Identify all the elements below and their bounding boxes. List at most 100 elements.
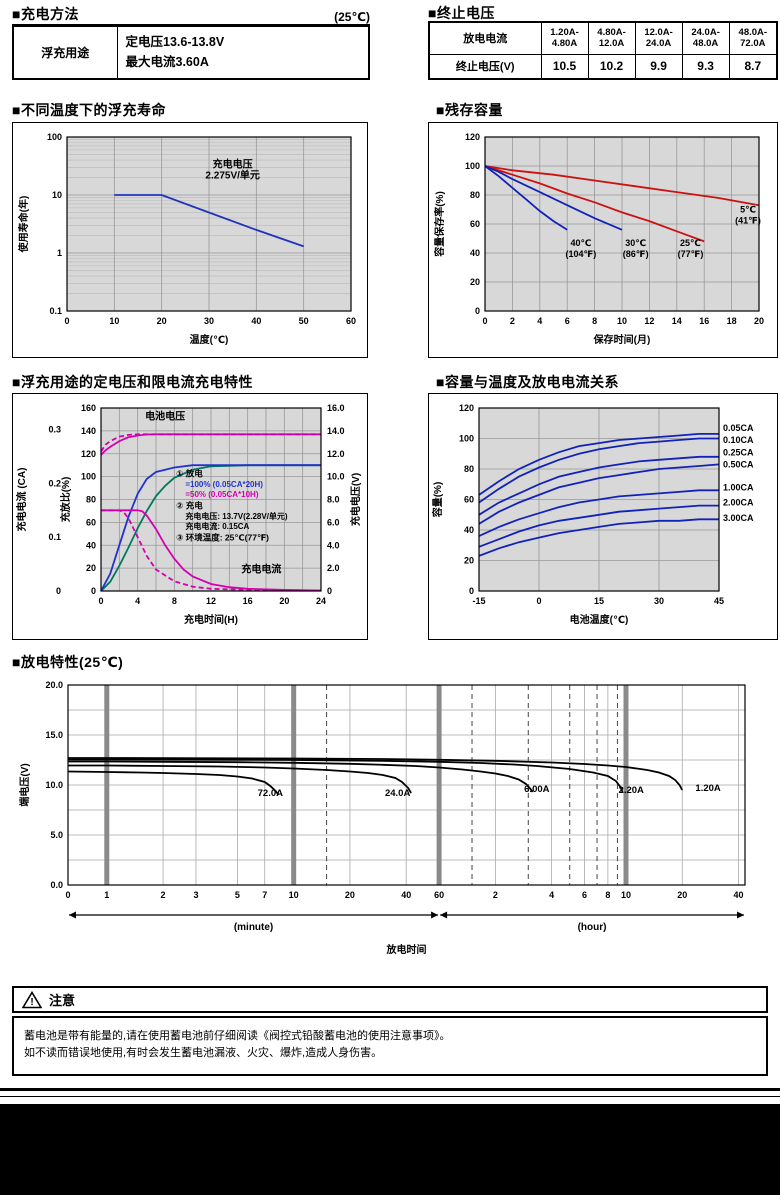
svg-text:6: 6 [582,890,587,900]
svg-text:2: 2 [510,316,515,326]
warning-icon: ! [22,990,42,1008]
svg-text:4: 4 [537,316,542,326]
svg-text:120: 120 [459,403,474,413]
svg-text:10.0: 10.0 [45,780,63,790]
caution-text-box: 蓄电池是带有能量的,请在使用蓄电池前仔细阅读《阀控式铅酸蓄电池的使用注意事项》。… [12,1016,768,1076]
discharge-title: ■放电特性(25℃) [12,654,124,670]
svg-text:100: 100 [459,434,474,444]
cutoff-voltage-header: 终止电压(V) [428,53,542,80]
svg-text:16: 16 [699,316,709,326]
svg-text:2.0: 2.0 [327,563,340,573]
caution-header: ! 注意 [12,986,768,1013]
charging-method-temp-note: (25℃) [334,10,370,24]
svg-text:140: 140 [81,426,96,436]
svg-text:充电电压: 13.7V(2.28V/单元): 充电电压: 13.7V(2.28V/单元) [185,511,288,521]
svg-text:0.05CA: 0.05CA [723,423,754,433]
svg-text:端电压(V): 端电压(V) [18,763,31,806]
svg-text:80: 80 [470,190,480,200]
svg-text:3: 3 [193,890,198,900]
svg-text:20: 20 [464,556,474,566]
svg-text:充电时间(H): 充电时间(H) [184,613,238,626]
svg-text:6.00A: 6.00A [524,784,549,795]
cutoff-current-range: 48.0A- 72.0A [728,21,778,55]
svg-text:100: 100 [81,472,96,482]
svg-text:18: 18 [727,316,737,326]
charging-method-row: 浮充用途 定电压13.6-13.8V 最大电流3.60A [12,24,370,80]
svg-text:保存时间(月): 保存时间(月) [593,333,651,346]
svg-text:100: 100 [465,161,480,171]
svg-text:120: 120 [465,132,480,142]
svg-text:25℃: 25℃ [680,238,701,248]
svg-text:充电电流: 0.15CA: 充电电流: 0.15CA [185,521,249,531]
svg-text:160: 160 [81,403,96,413]
svg-text:20: 20 [157,316,167,326]
svg-text:20: 20 [279,596,289,606]
svg-text:20: 20 [754,316,764,326]
caution-title: 注意 [49,993,76,1008]
svg-text:② 充电: ② 充电 [176,501,203,511]
svg-text:30: 30 [654,596,664,606]
svg-text:20: 20 [677,890,687,900]
discharge-chart: 0 1 2 3 5 7 10 20 40 60 2 4 6 8 10 20 40 0.0 5.0 10.0 15.0 20… [18,680,746,956]
float-life-chart: 0 10 20 30 40 50 60 0.1 1 10 100 温度(℃) 使用寿命(年) 充电电压2.… [17,132,356,346]
capacity-temperature-title: ■容量与温度及放电电流关系 [436,374,619,390]
svg-text:0.2: 0.2 [48,478,61,488]
svg-text:0.1: 0.1 [48,532,61,542]
charging-method-table: 浮充用途 定电压13.6-13.8V 最大电流3.60A [12,24,370,80]
svg-text:充放比(%): 充放比(%) [59,477,72,523]
svg-text:10: 10 [621,890,631,900]
charging-method-title: ■充电方法 [12,6,79,22]
svg-text:14.0: 14.0 [327,426,345,436]
cutoff-voltage-row: 终止电压(V) 10.5 10.2 9.9 9.3 8.7 [428,53,778,80]
charge-characteristics-title: ■浮充用途的定电压和限电流充电特性 [12,374,253,390]
svg-text:40: 40 [251,316,261,326]
svg-text:60: 60 [86,517,96,527]
svg-text:50: 50 [299,316,309,326]
svg-text:40: 40 [86,540,96,550]
svg-text:!: ! [30,997,33,1008]
svg-text:80: 80 [86,495,96,505]
svg-text:0: 0 [475,306,480,316]
svg-text:6: 6 [565,316,570,326]
cutoff-current-range: 12.0A- 24.0A [634,21,683,55]
bottom-rule-thick [0,1088,780,1091]
cutoff-current-range: 4.80A- 12.0A [587,21,636,55]
svg-text:1.20A: 1.20A [695,783,720,794]
svg-text:2: 2 [493,890,498,900]
svg-text:10: 10 [109,316,119,326]
svg-text:80: 80 [464,464,474,474]
svg-text:5.0: 5.0 [50,830,63,840]
svg-text:60: 60 [434,890,444,900]
float-life-title: ■不同温度下的浮充寿命 [12,102,166,118]
svg-text:2: 2 [161,890,166,900]
cutoff-current-range: 24.0A- 48.0A [681,21,730,55]
charging-spec-cell: 定电压13.6-13.8V 最大电流3.60A [116,24,370,80]
cutoff-voltage-value: 10.5 [540,53,589,80]
svg-text:16.0: 16.0 [327,403,345,413]
svg-text:0: 0 [91,586,96,596]
svg-text:8: 8 [605,890,610,900]
svg-text:0: 0 [65,890,70,900]
charging-voltage-spec: 定电压13.6-13.8V [125,35,225,49]
svg-text:充电电流 (CA): 充电电流 (CA) [15,468,28,532]
svg-text:0: 0 [56,586,61,596]
svg-text:20: 20 [470,277,480,287]
svg-text:使用寿命(年): 使用寿命(年) [17,196,30,254]
svg-text:10: 10 [617,316,627,326]
svg-text:温度(℃): 温度(℃) [190,333,229,346]
svg-text:1: 1 [104,890,109,900]
capacity-temperature-chart: -15 0 15 30 45020406080100120电池温度(℃)容量(%)0.0… [431,403,754,626]
svg-text:(minute): (minute) [234,922,273,933]
cutoff-voltage-value: 9.3 [681,53,730,80]
svg-text:14: 14 [672,316,682,326]
svg-text:30: 30 [204,316,214,326]
svg-text:30℃: 30℃ [625,238,646,248]
cutoff-voltage-table: 放电电流 1.20A- 4.80A 4.80A- 12.0A 12.0A- 24.0A 24… [428,21,778,80]
cutoff-voltage-value: 10.2 [587,53,636,80]
svg-text:8: 8 [592,316,597,326]
charge-characteristics-chart-box: 0 4 8 12 16 20 24 0 20 40 60 80 100 120 140 160 0 0.1 0.2 0… [12,393,368,640]
svg-text:(104℉): (104℉) [566,249,597,259]
charging-current-spec: 最大电流3.60A [125,55,209,69]
svg-text:20.0: 20.0 [45,680,63,690]
